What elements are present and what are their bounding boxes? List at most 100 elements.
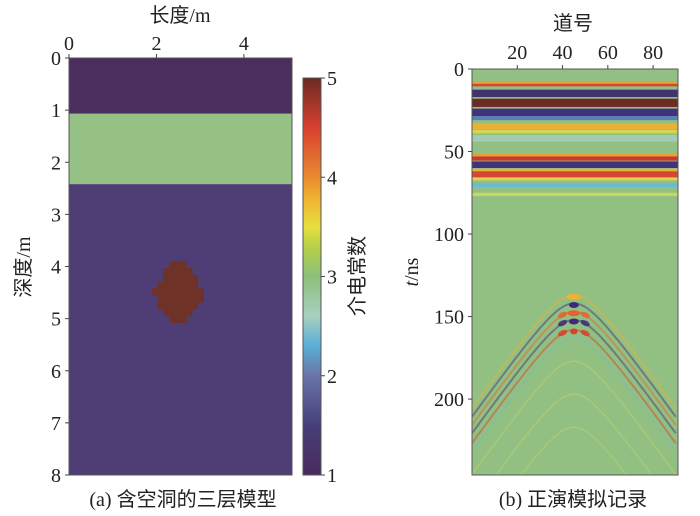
panel-a-x-ticks: 0 2 4	[64, 33, 249, 58]
hyperbola-apex-lobe	[566, 293, 582, 300]
cavity-cell	[169, 261, 176, 269]
x-tick-label: 80	[643, 42, 663, 64]
x-tick-label: 40	[553, 42, 573, 64]
cavity-cell	[174, 308, 182, 317]
cavity-cell	[186, 268, 193, 276]
panel-a-caption: (a) 含空洞的三层模型	[89, 488, 276, 511]
top-layer	[69, 58, 292, 114]
y-tick-label: 4	[51, 257, 61, 279]
panel-b-y-label: t/ns	[401, 257, 423, 286]
panel-b-radargram: 20 40 60 80 0 50 100 150 200 道号 t/ns (b) 正演模拟记录	[401, 12, 679, 511]
y-tick-label: 3	[51, 204, 61, 226]
cavity-cell	[174, 281, 182, 289]
colorbar-tick-label: 2	[327, 366, 337, 388]
x-tick-label: 20	[507, 42, 527, 64]
cavity-cell	[152, 288, 159, 296]
y-tick-label: 150	[434, 307, 464, 329]
direct-wave-band	[472, 81, 678, 84]
direct-wave-band	[472, 161, 678, 169]
cavity-cell	[186, 308, 193, 317]
direct-wave-band	[472, 83, 678, 87]
bottom-layer	[69, 184, 292, 475]
diffraction-hyperbola	[472, 360, 677, 475]
direct-wave-band	[472, 135, 678, 142]
cavity-cell	[169, 268, 176, 276]
hyperbola-flank-lobe	[557, 311, 568, 319]
x-tick-label: 4	[239, 33, 249, 55]
cavity-cell	[174, 301, 182, 310]
y-tick-label: 100	[434, 224, 464, 246]
cavity-cell	[180, 274, 187, 283]
y-tick-label: 5	[51, 309, 61, 331]
cavity-cell	[163, 308, 170, 317]
y-tick-label: 0	[51, 48, 61, 70]
cavity-cell	[163, 288, 170, 296]
cavity-cell	[186, 295, 193, 303]
panel-a-x-label: 长度/m	[149, 4, 211, 27]
cavity-cell	[174, 295, 182, 303]
direct-wave-band	[472, 108, 678, 117]
colorbar-tick-label: 1	[327, 465, 337, 487]
cavity-cell	[186, 288, 193, 296]
hyperbola-flank-lobe	[557, 329, 568, 337]
y-tick-label: 2	[51, 152, 61, 174]
cavity-cell	[191, 274, 199, 283]
cavity-cell	[169, 288, 176, 296]
cavity-cell	[197, 288, 204, 296]
cavity-cell	[180, 281, 187, 289]
cavity-cell	[169, 301, 176, 310]
colorbar-tick-label: 4	[327, 167, 337, 189]
direct-wave-band	[472, 89, 678, 98]
cavity-cell	[174, 274, 182, 283]
cavity-cell	[191, 295, 199, 303]
hyperbola-flank-lobe	[580, 329, 590, 337]
diffraction-hyperbola	[472, 337, 677, 452]
cavity-cell	[186, 281, 193, 289]
cavity-cell	[180, 261, 187, 269]
x-tick-label: 2	[151, 33, 161, 55]
panel-b-frame	[471, 68, 679, 476]
cavity-cell	[191, 281, 199, 289]
panel-b-y-label-italic: t	[401, 280, 423, 286]
hyperbola-flank-lobe	[557, 319, 568, 327]
cavity-cell	[169, 315, 176, 323]
colorbar-tick-label: 3	[327, 267, 337, 289]
cavity-cell	[180, 315, 187, 323]
y-tick-label: 1	[51, 100, 61, 122]
direct-wave-band	[472, 168, 678, 172]
y-tick-label: 8	[51, 465, 61, 487]
x-tick-label: 60	[598, 42, 618, 64]
panel-a-y-ticks: 0 1 2 3 4 5 6 7 8	[51, 48, 69, 487]
hyperbola-flank-lobe	[580, 319, 590, 327]
cavity-cell	[163, 268, 170, 276]
hyperbola-apex-lobe	[568, 302, 579, 309]
cavity-cell	[157, 281, 165, 289]
y-tick-label: 6	[51, 361, 61, 383]
direct-wave-band	[472, 130, 678, 134]
cavity-cell	[163, 274, 170, 283]
colorbar-label: 介电常数	[346, 236, 369, 316]
colorbar-tick-label: 5	[327, 68, 337, 90]
cavity-cell	[163, 295, 170, 303]
radargram-background	[472, 69, 678, 475]
diffraction-hyperbola	[495, 393, 653, 475]
direct-wave-band	[472, 177, 678, 181]
direct-wave-band	[472, 153, 678, 157]
direct-wave-band	[472, 123, 678, 130]
hyperbola-flank-lobe	[580, 311, 590, 319]
panel-a-model: 0 2 4 0 1 2 3 4 5 6 7 8 长度/m 深度/m (a) 含空洞的三层模型 1 2 3…	[12, 4, 369, 511]
cavity-cell	[174, 261, 182, 269]
cavity-cell	[163, 301, 170, 310]
panel-b-x-ticks: 20 40 60 80	[507, 42, 663, 69]
y-tick-label: 50	[444, 142, 464, 164]
cavity-cell	[180, 295, 187, 303]
hyperbola-apex-lobe	[567, 310, 581, 317]
y-tick-label: 0	[454, 59, 464, 81]
permittivity-model-map	[69, 58, 292, 475]
panel-b-x-label: 道号	[553, 12, 593, 35]
panel-b-y-label-unit: /ns	[401, 257, 423, 281]
colorbar	[302, 77, 322, 476]
diffraction-hyperbola	[520, 426, 628, 475]
hyperbola-apex-lobe	[568, 318, 579, 325]
